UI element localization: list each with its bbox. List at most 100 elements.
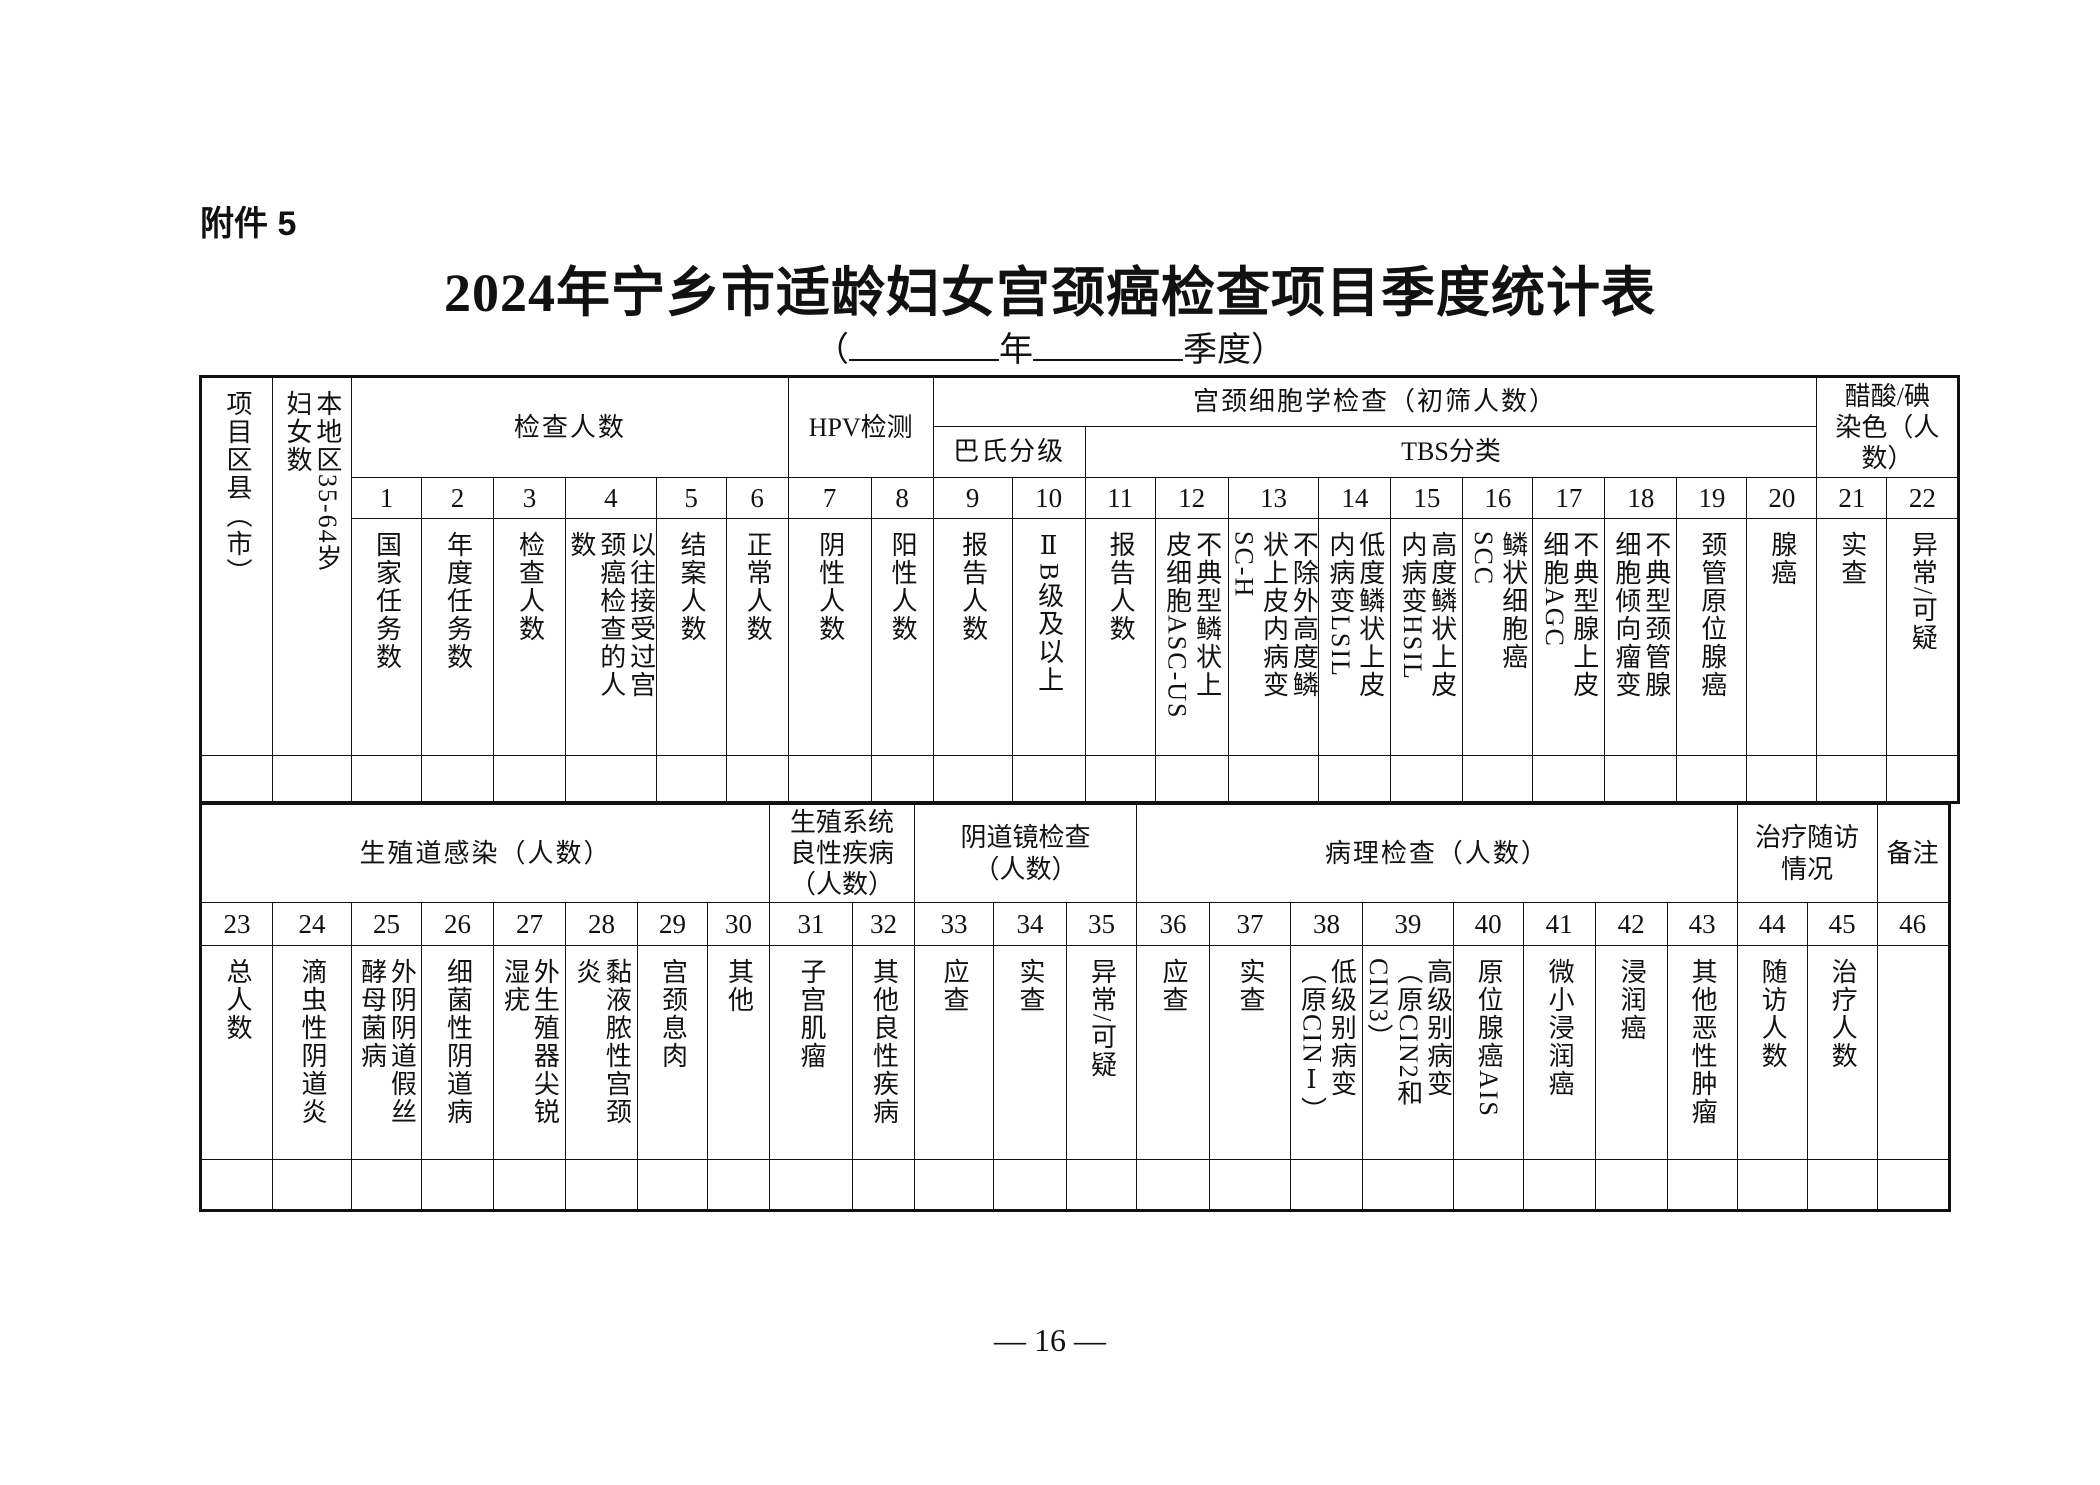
column-header: 国家任务数 <box>351 518 422 756</box>
column-number: 2 <box>421 477 494 519</box>
column-number: 15 <box>1390 477 1464 519</box>
data-input-cell[interactable] <box>351 1159 422 1211</box>
data-input-cell[interactable] <box>852 1159 915 1211</box>
data-input-cell[interactable] <box>272 1159 352 1211</box>
data-input-cell[interactable] <box>787 755 872 803</box>
column-number-text: 42 <box>1617 908 1645 939</box>
column-header: 以往接受过宫颈癌检查的人数 <box>565 518 657 756</box>
data-input-cell[interactable] <box>1209 1159 1291 1211</box>
column-header: 细菌性阴道病 <box>421 945 494 1160</box>
data-input-cell[interactable] <box>421 1159 494 1211</box>
year-blank[interactable] <box>849 329 999 361</box>
column-header-text: 腺癌 <box>1767 531 1797 587</box>
column-number: 17 <box>1532 477 1606 519</box>
column-header: 结案人数 <box>655 518 727 756</box>
data-input-cell[interactable] <box>1876 1159 1950 1211</box>
column-header-text: 浸润癌 <box>1617 958 1647 1042</box>
group-exam-count-text: 检查人数 <box>513 412 626 442</box>
bottom-statistics-table: 生殖道感染（人数） 生殖系统良性疾病（人数） 阴道镜检查（人数） 病理检查（人数） 治疗… <box>199 802 1951 1212</box>
data-input-cell[interactable] <box>769 1159 853 1211</box>
data-input-cell[interactable] <box>1816 755 1888 803</box>
column-number-text: 9 <box>965 482 980 513</box>
column-number-text: 26 <box>444 908 471 939</box>
data-input-cell[interactable] <box>707 1159 770 1211</box>
data-input-cell[interactable] <box>1390 755 1464 803</box>
data-input-cell[interactable] <box>1532 755 1606 803</box>
data-input-cell[interactable] <box>351 755 422 803</box>
column-header: 应查 <box>914 945 994 1160</box>
column-header: 实查 <box>1816 518 1888 756</box>
column-header: 异常/可疑 <box>1886 518 1960 756</box>
data-input-cell[interactable] <box>1227 755 1320 803</box>
column-header: 腺癌 <box>1746 518 1818 756</box>
column-number-text: 1 <box>379 482 394 513</box>
data-input-cell[interactable] <box>200 1159 273 1211</box>
data-input-cell[interactable] <box>870 755 934 803</box>
data-input-cell[interactable] <box>493 1159 566 1211</box>
column-number: 21 <box>1816 477 1888 519</box>
data-input-cell[interactable] <box>272 755 352 803</box>
data-input-cell[interactable] <box>1806 1159 1878 1211</box>
data-input-cell[interactable] <box>1462 755 1534 803</box>
data-input-cell[interactable] <box>565 755 657 803</box>
column-number: 20 <box>1746 477 1818 519</box>
data-input-cell[interactable] <box>1886 755 1960 803</box>
column-number: 1 <box>351 477 422 519</box>
data-input-cell[interactable] <box>200 755 273 803</box>
column-number-text: 36 <box>1159 908 1187 939</box>
column-number: 3 <box>493 477 566 519</box>
data-input-cell[interactable] <box>1066 1159 1137 1211</box>
data-input-cell[interactable] <box>1084 755 1156 803</box>
column-header: 实查 <box>993 945 1067 1160</box>
column-header-text: 阳性人数 <box>888 531 918 643</box>
column-number: 26 <box>421 902 494 946</box>
data-input-cell[interactable] <box>1136 1159 1210 1211</box>
column-header-text: 阴性人数 <box>815 531 845 643</box>
data-input-cell[interactable] <box>993 1159 1067 1211</box>
column-number-text: 2 <box>450 482 465 513</box>
data-input-cell[interactable] <box>1154 755 1229 803</box>
data-input-cell[interactable] <box>655 755 727 803</box>
data-input-cell[interactable] <box>1522 1159 1596 1211</box>
column-header: 低度鳞状上皮内病变LSIL <box>1318 518 1392 756</box>
column-number-text: 6 <box>750 482 764 513</box>
data-input-cell[interactable] <box>565 1159 638 1211</box>
data-input-cell[interactable] <box>1746 755 1818 803</box>
data-input-cell[interactable] <box>1676 755 1748 803</box>
group-remarks: 备注 <box>1876 803 1950 903</box>
data-input-cell[interactable] <box>1011 755 1086 803</box>
data-input-cell[interactable] <box>1666 1159 1738 1211</box>
group-pap-text: 巴氏分级 <box>953 437 1066 467</box>
column-number-text: 16 <box>1484 482 1512 513</box>
column-number: 38 <box>1290 902 1363 946</box>
column-number-text: 15 <box>1413 482 1441 513</box>
column-header-text: 实查 <box>1235 958 1265 1014</box>
column-header: 不典型颈管腺细胞倾向瘤变 <box>1604 518 1678 756</box>
column-number-text: 40 <box>1474 908 1502 939</box>
column-number: 34 <box>993 902 1067 946</box>
quarter-blank[interactable] <box>1033 329 1183 361</box>
data-input-cell[interactable] <box>421 755 494 803</box>
column-header: 报告人数 <box>932 518 1013 756</box>
data-input-cell[interactable] <box>637 1159 708 1211</box>
header-local-population: 本地区35-64岁妇女数 <box>272 376 352 756</box>
group-followup-text: 治疗随访情况 <box>1755 823 1860 884</box>
data-input-cell[interactable] <box>1318 755 1392 803</box>
data-input-cell[interactable] <box>1604 755 1678 803</box>
data-input-cell[interactable] <box>1290 1159 1363 1211</box>
data-input-cell[interactable] <box>1362 1159 1454 1211</box>
column-header-text: 不典型腺上皮细胞AGC <box>1539 531 1599 699</box>
column-number-text: 24 <box>298 908 326 939</box>
page-number: — 16 — <box>994 1322 1106 1358</box>
data-input-cell[interactable] <box>932 755 1013 803</box>
group-via-vili-text: 醋酸/碘染色（人数） <box>1835 381 1940 474</box>
data-input-cell[interactable] <box>725 755 789 803</box>
header-district-text: 项目区县（市） <box>222 390 252 586</box>
group-cytology-text: 宫颈细胞学检查（初筛人数） <box>1193 387 1558 417</box>
data-input-cell[interactable] <box>493 755 566 803</box>
data-input-cell[interactable] <box>914 1159 994 1211</box>
data-input-cell[interactable] <box>1594 1159 1668 1211</box>
column-number-text: 25 <box>373 908 400 939</box>
data-input-cell[interactable] <box>1452 1159 1524 1211</box>
data-input-cell[interactable] <box>1736 1159 1808 1211</box>
